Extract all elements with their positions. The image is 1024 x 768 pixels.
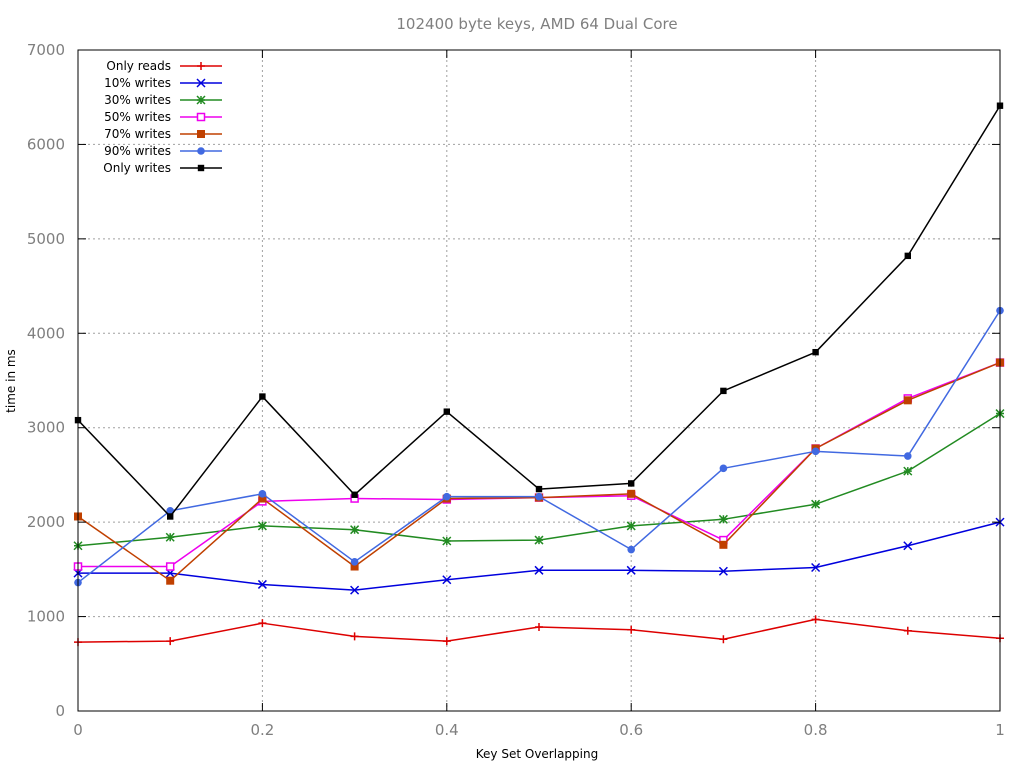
plot-frame (77, 49, 1001, 712)
legend-marker (196, 95, 206, 105)
data-point (534, 565, 544, 575)
legend: Only reads 10% writes 30% writes 50% writes… (103, 59, 222, 175)
data-point (350, 558, 359, 566)
y-tick-label: 1000 (27, 608, 65, 626)
data-point (534, 535, 544, 545)
data-point (443, 492, 451, 501)
data-point (811, 447, 820, 456)
data-point (442, 575, 452, 585)
legend-marker (196, 112, 206, 122)
chart-title: 102400 byte keys, AMD 64 Dual Core (396, 15, 677, 33)
legend-entry: 30% writes (104, 93, 222, 107)
data-point (165, 562, 175, 571)
x-tick-label: 1 (995, 721, 1005, 739)
y-tick-label: 4000 (27, 324, 65, 342)
data-point (719, 540, 728, 549)
data-point (257, 521, 267, 531)
data-point (350, 562, 359, 571)
data-point (165, 532, 175, 542)
data-point (167, 513, 174, 520)
legend-label: 10% writes (104, 76, 171, 90)
x-tick-label: 0 (73, 721, 83, 739)
legend-entry: Only writes (103, 161, 222, 175)
x-axis-label: Key Set Overlapping (476, 747, 598, 761)
data-point (350, 585, 360, 595)
data-point (903, 396, 912, 405)
series-5 (74, 306, 1004, 587)
legend-marker (197, 147, 205, 155)
y-tick-label: 5000 (27, 230, 65, 248)
data-point (719, 464, 728, 473)
legend-entry: 90% writes (104, 144, 222, 158)
data-point (258, 494, 267, 503)
series-layer (73, 102, 1005, 647)
legend-label: 30% writes (104, 93, 171, 107)
data-point (535, 622, 543, 631)
data-point (904, 452, 912, 460)
data-point (258, 619, 267, 628)
y-tick-label: 6000 (27, 135, 65, 153)
legend-entry: 70% writes (104, 127, 222, 141)
legend-marker (197, 62, 205, 70)
legend-label: 90% writes (104, 144, 171, 158)
x-tick-label: 0.2 (250, 721, 274, 739)
legend-marker (197, 130, 205, 138)
data-point (811, 615, 820, 624)
data-point (442, 637, 451, 646)
data-point (350, 525, 360, 535)
legend-label: Only reads (106, 59, 171, 73)
data-point (257, 579, 267, 589)
data-point (258, 490, 267, 498)
data-point (718, 514, 728, 524)
grid (78, 50, 1000, 711)
data-point (627, 545, 635, 554)
data-point (443, 408, 450, 415)
ticks: 0 1000 2000 3000 4000 5000 6000 7000 0 0.2 0.4 0.6 0… (27, 41, 1005, 739)
data-point (903, 626, 912, 635)
y-tick-label: 3000 (27, 419, 65, 437)
y-tick-label: 0 (55, 702, 65, 720)
data-point (626, 565, 636, 575)
y-tick-label: 7000 (27, 41, 65, 59)
data-point (627, 625, 636, 634)
data-point (718, 566, 728, 576)
data-point (628, 480, 635, 487)
y-tick-label: 2000 (27, 513, 65, 531)
data-point (166, 637, 175, 646)
legend-entry: 50% writes (104, 110, 222, 124)
legend-entry: Only reads (106, 59, 222, 73)
data-point (535, 492, 543, 501)
data-point (812, 348, 819, 356)
legend-marker (197, 164, 205, 172)
data-point (166, 576, 175, 585)
legend-entry: 10% writes (104, 76, 222, 90)
data-point (350, 632, 359, 641)
legend-label: Only writes (103, 161, 171, 175)
data-point (535, 485, 543, 493)
data-point (626, 521, 636, 531)
x-tick-label: 0.6 (619, 721, 643, 739)
x-tick-label: 0.8 (804, 721, 828, 739)
legend-label: 50% writes (104, 110, 171, 124)
data-point (904, 252, 911, 260)
data-point (811, 499, 821, 509)
data-point (720, 387, 727, 395)
data-point (166, 507, 174, 515)
data-point (259, 393, 266, 400)
series-1 (73, 517, 1005, 595)
y-axis-label: time in ms (4, 349, 18, 413)
data-point (903, 541, 913, 551)
data-point (351, 491, 358, 498)
legend-label: 70% writes (104, 127, 171, 141)
data-point (627, 489, 636, 498)
data-point (442, 536, 452, 546)
data-point (903, 466, 913, 476)
x-tick-label: 0.4 (435, 721, 459, 739)
data-point (811, 562, 821, 572)
legend-marker (196, 78, 206, 88)
data-point (719, 635, 728, 644)
